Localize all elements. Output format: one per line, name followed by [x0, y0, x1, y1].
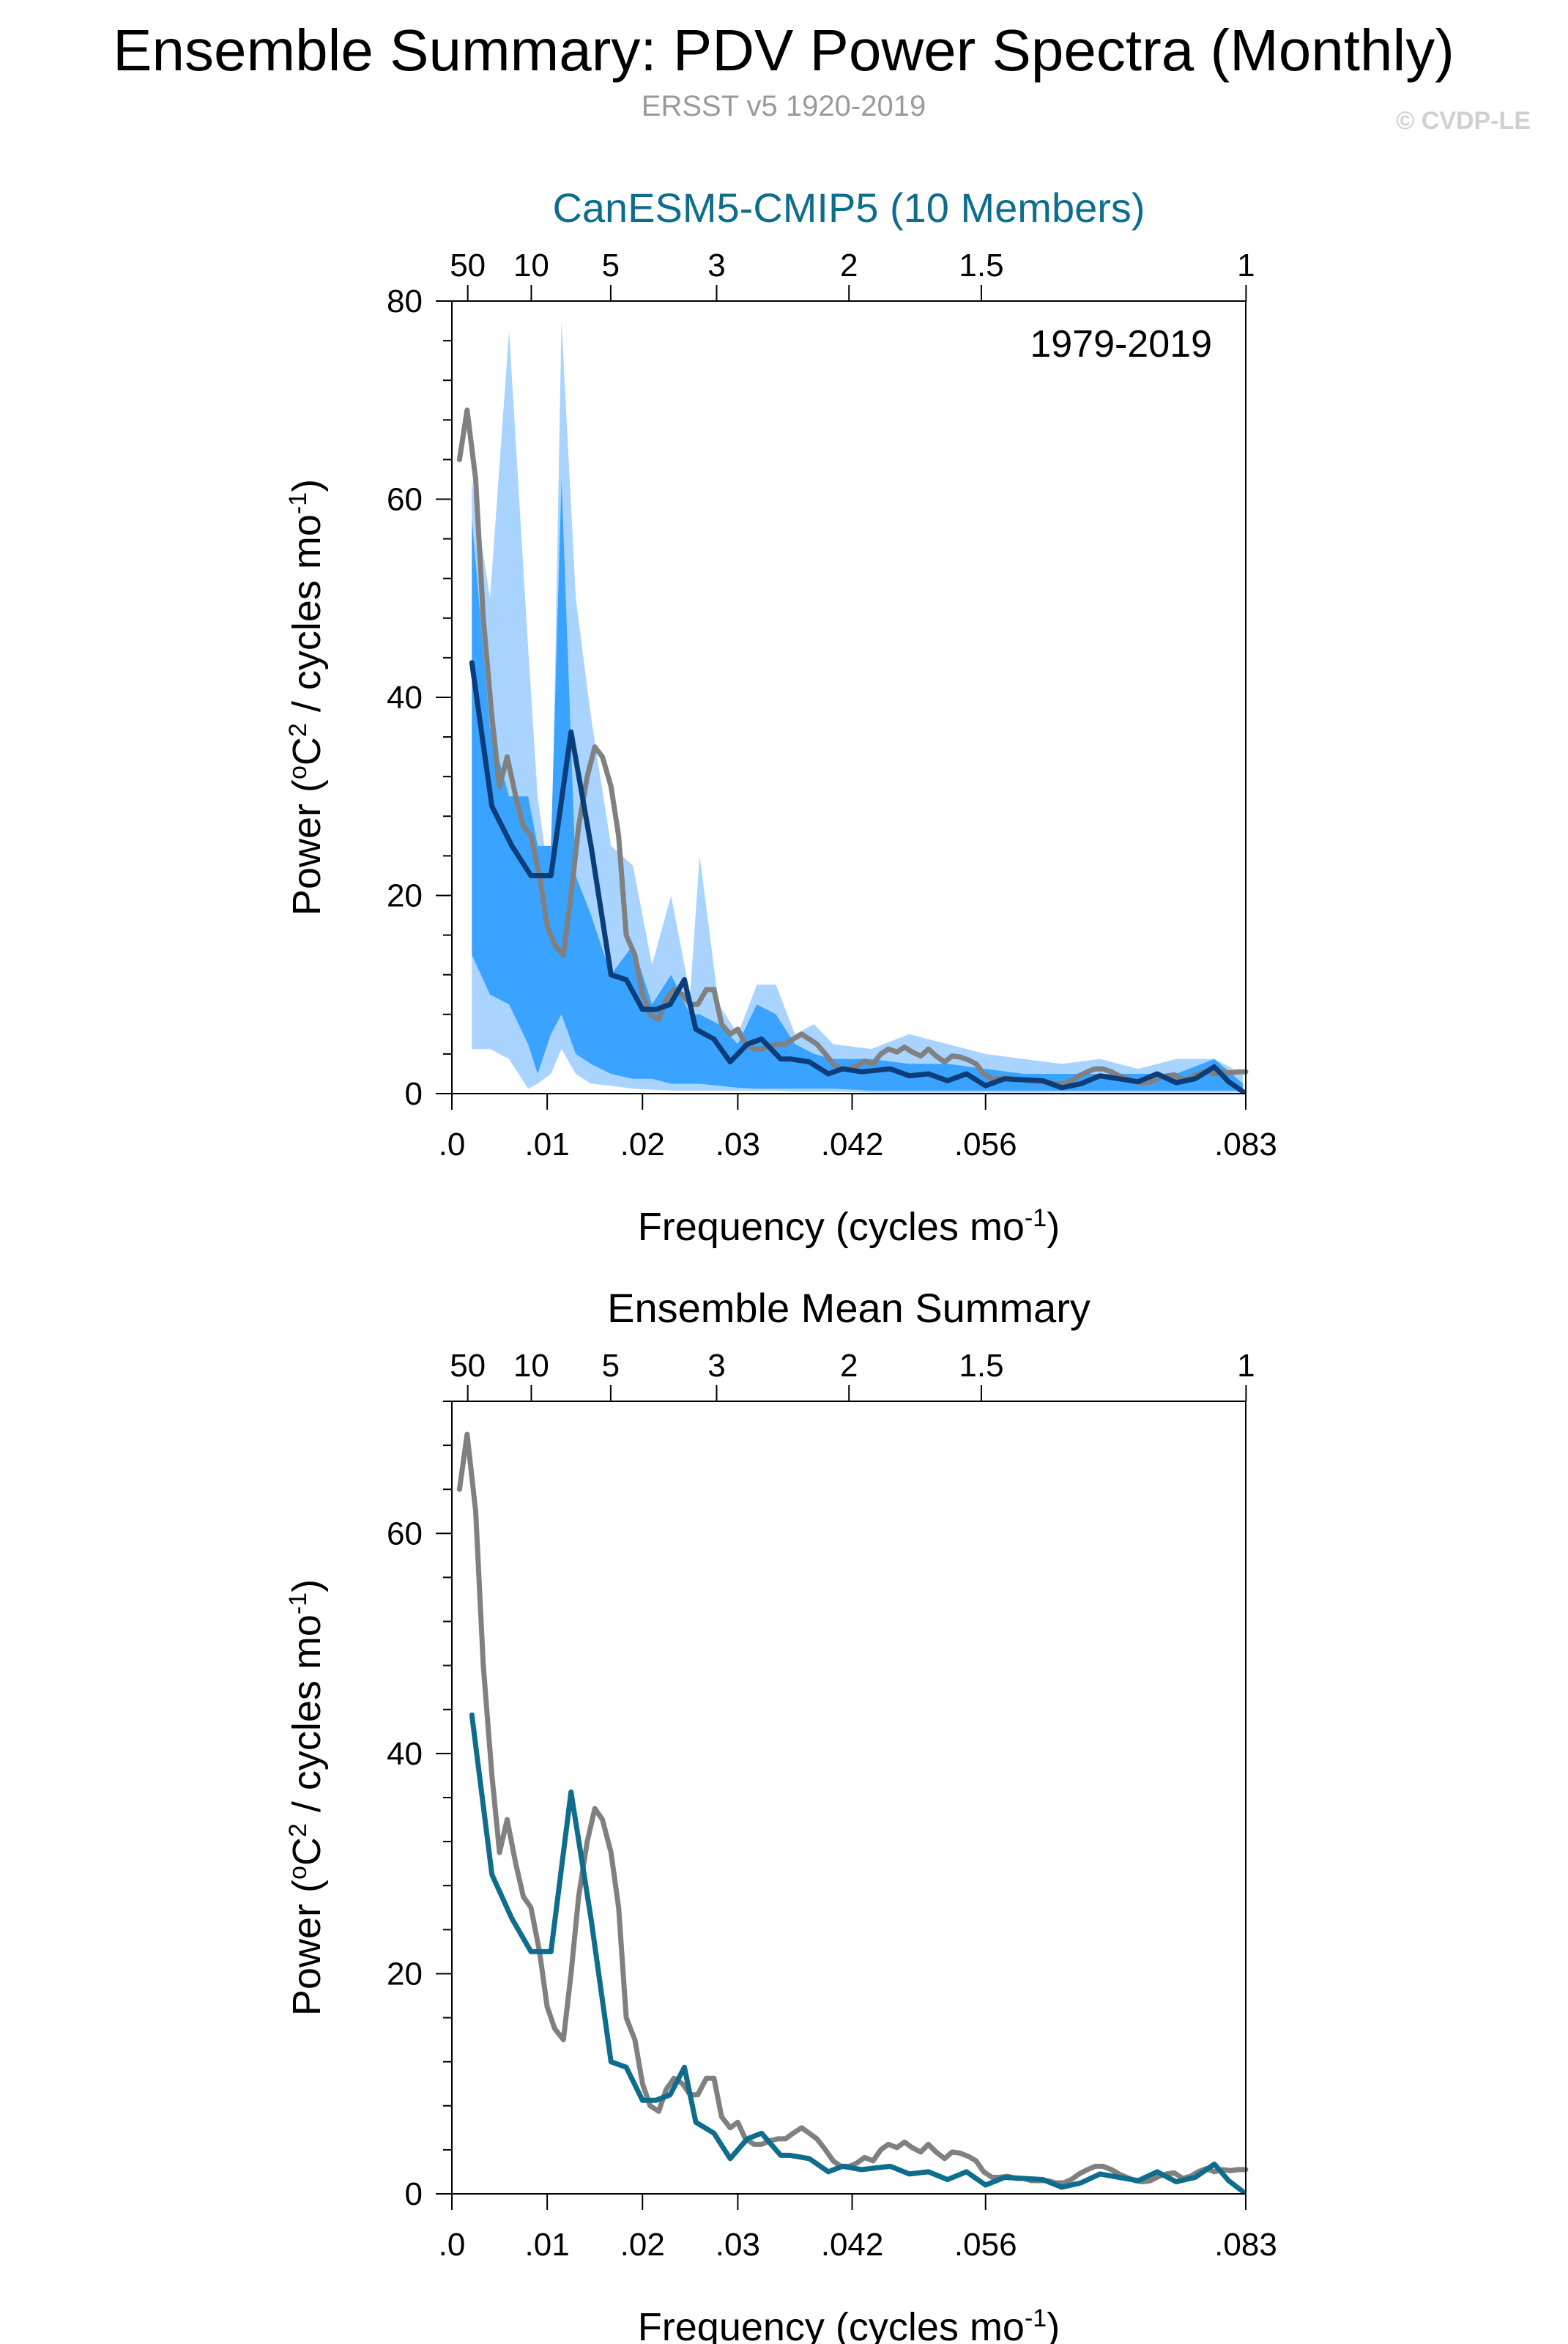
- y-tick-label: 0: [405, 2176, 423, 2212]
- observed-line: [456, 1431, 1249, 2186]
- y-tick-label: 40: [387, 1736, 423, 1772]
- period-tick-label: 50: [450, 248, 486, 283]
- x-axis-label: Frequency (cycles mo-1): [638, 1204, 1060, 1249]
- period-tick-label: 5: [602, 1348, 620, 1384]
- x-tick-label: .083: [1214, 1127, 1277, 1162]
- period-tick-label: 1: [1237, 248, 1255, 283]
- copyright-notice: © CVDP-LE: [1396, 107, 1531, 135]
- x-tick-label: .042: [821, 2227, 884, 2263]
- x-tick-label: .083: [1214, 2227, 1277, 2263]
- figure-title: Ensemble Summary: PDV Power Spectra (Mon…: [113, 18, 1454, 83]
- y-axis-label: Power (oC2 / cycles mo-1): [284, 1579, 329, 2016]
- y-tick-label: 40: [387, 680, 423, 716]
- panel-title: Ensemble Mean Summary: [607, 1285, 1090, 1331]
- x-tick-label: .042: [821, 1127, 884, 1162]
- x-tick-label: .02: [620, 1127, 665, 1162]
- period-tick-label: 10: [513, 1348, 549, 1384]
- y-tick-label: 20: [387, 878, 423, 914]
- period-tick-label: 50: [450, 1348, 486, 1384]
- period-tick-label: 5: [602, 248, 620, 283]
- x-tick-label: .056: [954, 1127, 1017, 1162]
- figure-subtitle: ERSST v5 1920-2019: [642, 90, 926, 122]
- band-inner-spread: [472, 479, 1244, 1091]
- period-tick-label: 10: [513, 248, 549, 283]
- x-tick-label: .056: [954, 2227, 1017, 2263]
- period-tick-label: 3: [707, 1348, 725, 1384]
- x-tick-label: .03: [716, 1127, 760, 1162]
- y-tick-label: 60: [387, 1516, 423, 1551]
- panel-bottom: 0 20 40 60 .0 .01 .02 .03 .042 .056 .083 50 10 5 3 2 1.5…: [284, 1285, 1277, 2344]
- panel-top: 0 20 40 60 80 .0 .01 .02 .03 .042 .056 .083 50 10 5 3 2 1…: [284, 185, 1277, 1249]
- y-tick-label: 0: [405, 1076, 423, 1112]
- period-tick-label: 1.5: [959, 248, 1003, 283]
- x-tick-label: .02: [620, 2227, 665, 2263]
- x-tick-label: .01: [525, 1127, 570, 1162]
- period-tick-label: 1.5: [959, 1348, 1003, 1384]
- period-tick-label: 2: [840, 248, 858, 283]
- x-axis-label: Frequency (cycles mo-1): [638, 2304, 1060, 2344]
- period-tick-label: 1: [1237, 1348, 1255, 1384]
- x-tick-label: .0: [439, 2227, 466, 2263]
- period-annotation: 1979-2019: [1030, 323, 1212, 366]
- y-tick-label: 80: [387, 283, 423, 319]
- y-axis-label: Power (oC2 / cycles mo-1): [284, 479, 329, 916]
- x-tick-label: .01: [525, 2227, 570, 2263]
- x-tick-label: .0: [439, 1127, 466, 1162]
- period-tick-label: 2: [840, 1348, 858, 1384]
- y-tick-label: 60: [387, 482, 423, 518]
- x-tick-label: .03: [716, 2227, 760, 2263]
- panel-title: CanESM5-CMIP5 (10 Members): [552, 185, 1145, 231]
- observed-line: [456, 407, 1249, 1086]
- period-tick-label: 3: [707, 248, 725, 283]
- ensemble-mean-line: [469, 660, 1246, 1094]
- ensemble-mean-line: [469, 1712, 1246, 2195]
- y-tick-label: 20: [387, 1956, 423, 1992]
